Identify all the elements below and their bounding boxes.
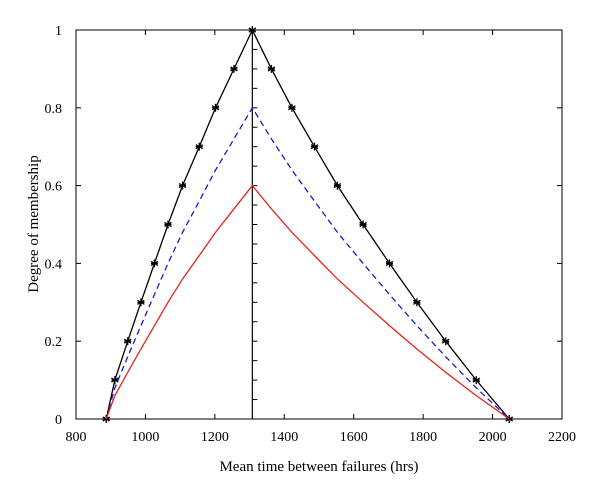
data-point-marker: [123, 337, 132, 346]
data-point-marker: [150, 259, 159, 268]
tick-labels: 800 1000 1200 1400 1600 1800 2000 2200 0 0.2 0.4 0.…: [45, 24, 577, 445]
reference-line-group: [251, 29, 258, 420]
x-tick-label: 1800: [409, 430, 437, 445]
data-point-marker: [310, 142, 319, 151]
y-tick-label: 0.8: [45, 102, 63, 117]
x-axis-label: Mean time between failures (hrs): [219, 459, 418, 475]
series-line-2: [105, 106, 510, 420]
data-point-marker: [195, 142, 204, 151]
x-tick-label: 1000: [131, 430, 159, 445]
data-point-marker: [211, 103, 220, 112]
data-point-marker: [333, 181, 342, 190]
series-line-3: [105, 184, 510, 420]
data-point-marker: [472, 376, 481, 385]
x-tick-label: 2200: [548, 430, 576, 445]
x-tick-label: 2000: [479, 430, 507, 445]
ticks: [75, 29, 563, 420]
x-tick-label: 800: [66, 430, 87, 445]
y-tick-label: 0.4: [45, 257, 63, 272]
x-tick-label: 1600: [340, 430, 368, 445]
x-tick-label: 1400: [270, 430, 298, 445]
y-tick-label: 0.2: [45, 335, 63, 350]
y-tick-label: 1: [55, 24, 62, 39]
data-point-marker: [111, 376, 119, 385]
data-point-marker: [267, 64, 276, 73]
data-point-marker: [413, 298, 421, 307]
data-point-marker: [385, 259, 394, 268]
plot-frame: [75, 29, 563, 420]
x-tick-label: 1200: [201, 430, 229, 445]
y-tick-label: 0.6: [45, 180, 63, 195]
data-point-marker: [359, 220, 367, 229]
data-point-marker: [164, 220, 172, 229]
data-point-marker: [137, 298, 145, 307]
data-point-marker: [288, 103, 296, 112]
data-point-marker: [441, 337, 450, 346]
y-axis-label: Degree of membership: [26, 155, 42, 292]
data-point-marker: [248, 26, 257, 34]
series-group: [102, 26, 514, 423]
data-point-marker: [178, 181, 187, 190]
y-tick-label: 0: [55, 413, 62, 428]
data-point-marker: [230, 64, 238, 73]
